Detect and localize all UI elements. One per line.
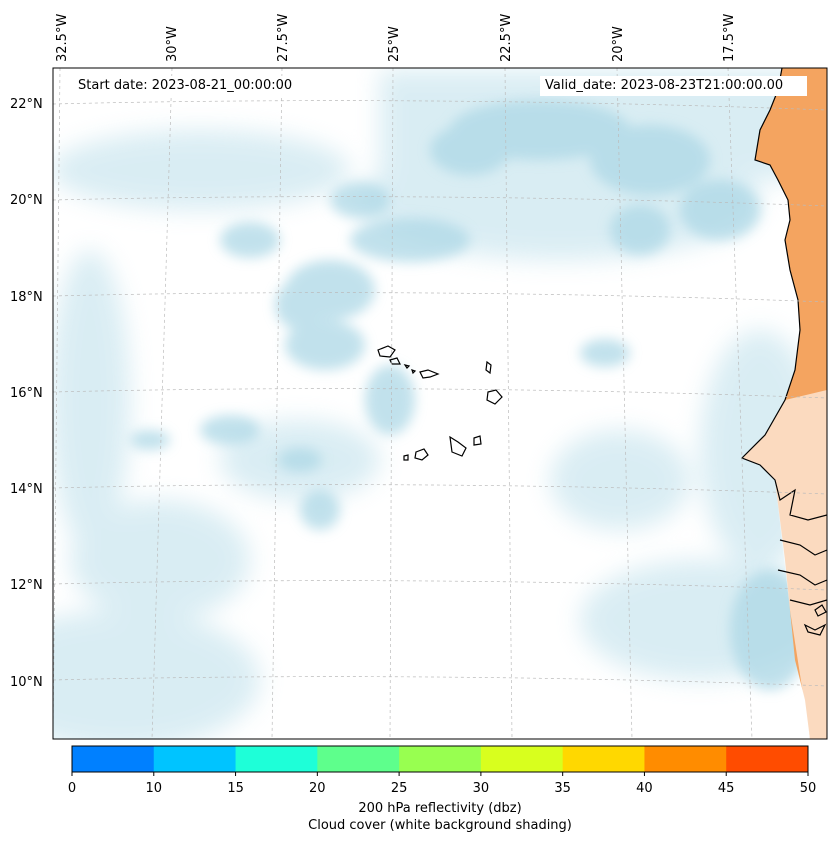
colorbar-tick-label: 35 [554, 781, 571, 796]
colorbar-tick-label: 50 [799, 781, 817, 796]
lon-label: 22.5°W [499, 13, 514, 62]
colorbar-tick-label: 10 [145, 781, 163, 796]
graticule [53, 68, 827, 739]
colorbar-subtitle: Cloud cover (white background shading) [308, 818, 572, 833]
colorbar-title: 200 hPa reflectivity (dbz) [358, 801, 522, 816]
africa-land-fade [742, 390, 827, 739]
colorbar-tick-label: 30 [472, 781, 490, 796]
colorbar-tick-label: 40 [636, 781, 653, 796]
coastlines [377, 68, 827, 636]
lon-label: 32.5°W [55, 13, 70, 62]
colorbar-segment [153, 746, 237, 772]
map-panel[interactable] [0, 68, 830, 750]
colorbar-segment [644, 746, 727, 772]
colorbar-tick-label: 0 [67, 781, 77, 796]
colorbar-segment [317, 746, 400, 772]
valid-date-label: Valid_date: 2023-08-23T21:00:00.00 [540, 76, 807, 96]
colorbar-segment [235, 746, 318, 772]
colorbar-segment [480, 746, 564, 772]
lat-label: 22°N [10, 97, 43, 112]
colorbar-segment [726, 746, 809, 772]
colorbar-segment [72, 746, 155, 772]
lat-label: 18°N [10, 290, 43, 305]
lat-label: 20°N [10, 193, 43, 208]
lon-label: 17.5°W [722, 13, 737, 62]
colorbar-tick-label: 15 [227, 781, 244, 796]
lat-label: 16°N [10, 386, 43, 401]
colorbar-segment [399, 746, 482, 772]
colorbar-tick-label: 20 [309, 781, 326, 796]
lat-label: 10°N [10, 675, 43, 690]
start-date-label: Start date: 2023-08-21_00:00:00 [72, 76, 318, 96]
colorbar-tick-label: 25 [390, 781, 408, 796]
lat-label: 14°N [10, 482, 43, 497]
colorbar [71, 745, 809, 776]
lon-label: 25°W [387, 26, 402, 62]
lon-label: 30°W [165, 26, 180, 62]
colorbar-segment [562, 746, 645, 772]
colorbar-tick-label: 45 [717, 781, 735, 796]
lat-label: 12°N [10, 578, 43, 593]
lon-label: 20°W [611, 26, 626, 62]
lon-label: 27.5°W [276, 13, 291, 62]
map-frame [52, 67, 828, 740]
